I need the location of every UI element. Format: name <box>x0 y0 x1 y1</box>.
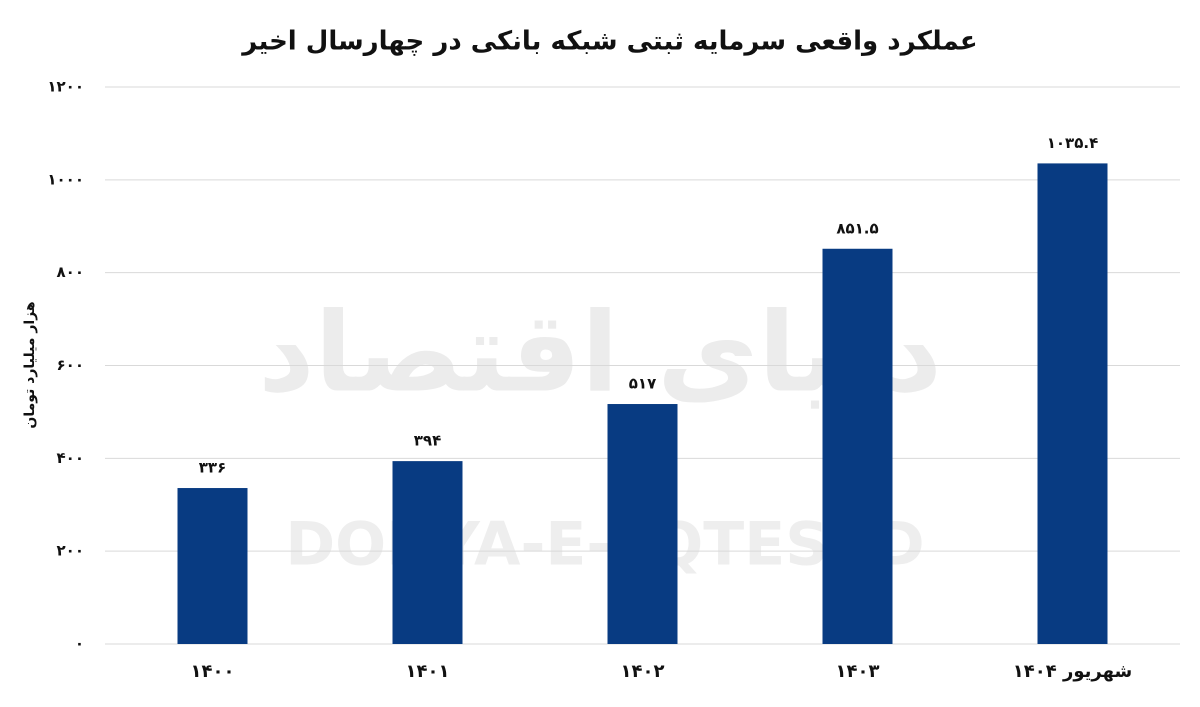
bar <box>822 248 893 644</box>
bar <box>177 488 248 644</box>
bar <box>607 404 678 644</box>
x-tick-label: شهریور ۱۴۰۴ <box>1013 661 1132 682</box>
x-tick-label: ۱۴۰۰ <box>191 661 235 682</box>
x-tick-label: ۱۴۰۳ <box>836 661 880 682</box>
value-label: ۱۰۳۵.۴ <box>1047 134 1098 152</box>
value-label: ۳۳۶ <box>199 459 226 477</box>
y-tick-label: ۱۰۰۰ <box>47 170 84 188</box>
value-label: ۳۹۴ <box>414 432 441 450</box>
value-label: ۸۵۱.۵ <box>836 219 878 237</box>
y-axis-label: هزار میلیارد تومان <box>22 301 38 428</box>
y-tick-label: ۶۰۰ <box>57 356 84 374</box>
y-tick-label: ۴۰۰ <box>57 449 84 467</box>
y-tick-label: ۱۲۰۰ <box>47 78 84 96</box>
watermark: DONYA-E-EQTESAD <box>285 510 924 580</box>
y-tick-label: ۰ <box>75 635 84 653</box>
value-label: ۵۱۷ <box>629 375 656 393</box>
x-tick-label: ۱۴۰۱ <box>406 661 450 682</box>
bar <box>392 461 463 644</box>
y-tick-label: ۲۰۰ <box>57 542 84 560</box>
chart-title: عملکرد واقعی سرمایه ثبتی شبکه بانکی در چ… <box>240 27 977 57</box>
y-tick-label: ۸۰۰ <box>57 263 84 281</box>
bar <box>1037 163 1108 644</box>
x-tick-label: ۱۴۰۲ <box>621 661 665 682</box>
